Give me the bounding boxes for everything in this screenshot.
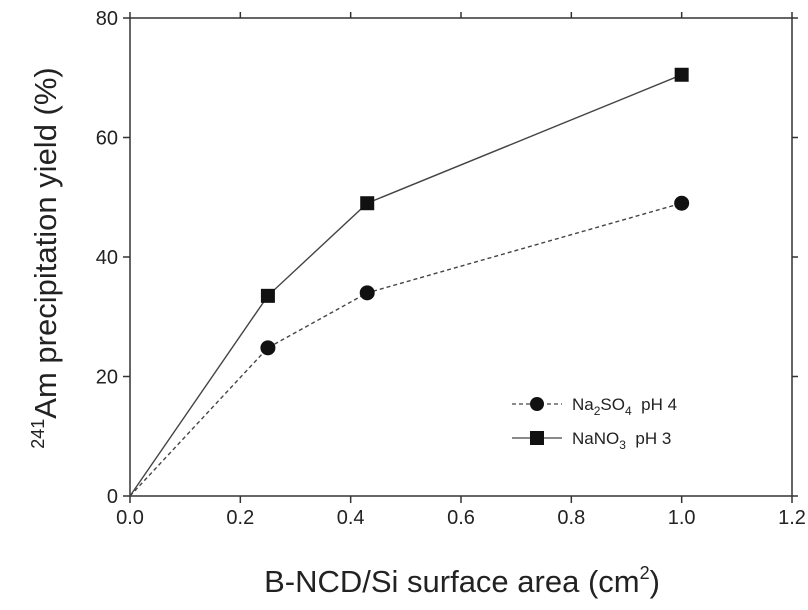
y-axis-label-text: Am precipitation yield (%) — [28, 67, 63, 418]
x-tick-label: 0.2 — [226, 507, 254, 529]
x-axis-label-end: ) — [650, 564, 660, 599]
data-point-series-1 — [260, 340, 276, 356]
y-axis-label: 241Am precipitation yield (%) — [28, 67, 63, 449]
y-tick-label: 40 — [96, 247, 118, 269]
axes — [129, 17, 793, 497]
data-point-series-2 — [674, 67, 689, 82]
y-tick-label: 0 — [107, 486, 118, 508]
x-tick-label: 1.0 — [668, 507, 696, 529]
x-axis-label-superscript: 2 — [640, 563, 650, 583]
x-tick-label: 0.6 — [447, 507, 475, 529]
legend-label-series-2: NaNO3 pH 3 — [572, 429, 671, 452]
y-tick-label: 20 — [96, 367, 118, 389]
legend-marker-series-2 — [530, 431, 544, 445]
x-axis-label-text: B-NCD/Si surface area (cm — [264, 564, 640, 599]
series-line-1 — [129, 202, 682, 497]
x-axis-label: B-NCD/Si surface area (cm2) — [264, 563, 660, 599]
legend: Na2SO4 pH 4 NaNO3 pH 3 — [512, 395, 677, 452]
legend-marker-series-1 — [530, 397, 544, 411]
y-tick-label: 60 — [96, 128, 118, 150]
ticks: 0.0 0.2 0.4 0.6 0.8 1.0 1.2 0 20 40 60 80 — [96, 8, 806, 529]
data-point-series-1 — [359, 285, 375, 301]
y-axis-label-superscript: 241 — [28, 419, 48, 449]
legend-label-series-1: Na2SO4 pH 4 — [572, 395, 677, 418]
x-tick-label: 0.0 — [116, 507, 144, 529]
data-point-series-2 — [360, 196, 375, 211]
x-tick-label: 0.4 — [337, 507, 365, 529]
x-tick-label: 0.8 — [557, 507, 585, 529]
data-point-series-1 — [674, 195, 690, 211]
x-tick-label: 1.2 — [778, 507, 806, 529]
plot-frame — [129, 17, 793, 497]
y-tick-label: 80 — [96, 8, 118, 30]
series-layer — [129, 67, 690, 497]
data-point-series-2 — [260, 288, 275, 303]
series-line-2 — [129, 74, 682, 497]
